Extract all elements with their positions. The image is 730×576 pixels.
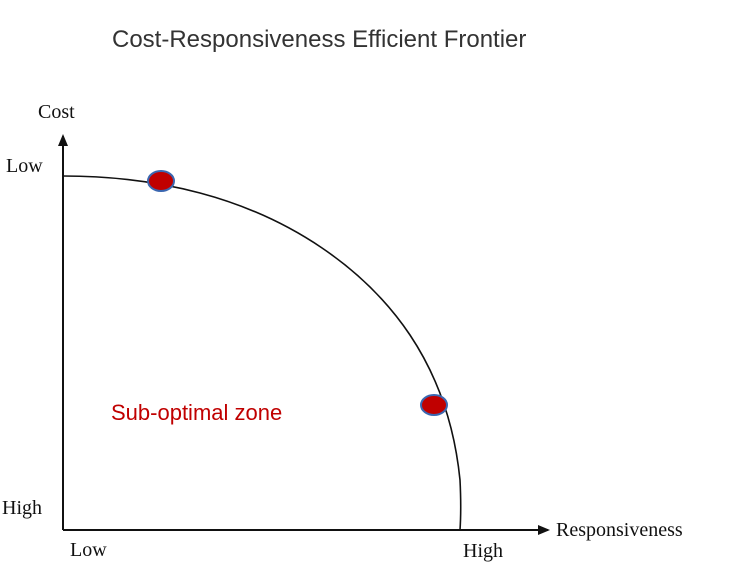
x-tick-high: High [463, 540, 503, 562]
frontier-curve [62, 175, 462, 531]
y-tick-low: Low [6, 155, 43, 177]
sub-optimal-zone-label: Sub-optimal zone [111, 400, 282, 425]
y-axis-label: Cost [38, 101, 75, 123]
diagram-title: Cost-Responsiveness Efficient Frontier [112, 26, 527, 53]
frontier-point-1 [147, 170, 175, 192]
y-tick-high: High [2, 497, 42, 519]
frontier-point-2 [420, 394, 448, 416]
x-tick-low: Low [70, 539, 107, 561]
x-axis-label: Responsiveness [556, 519, 683, 541]
